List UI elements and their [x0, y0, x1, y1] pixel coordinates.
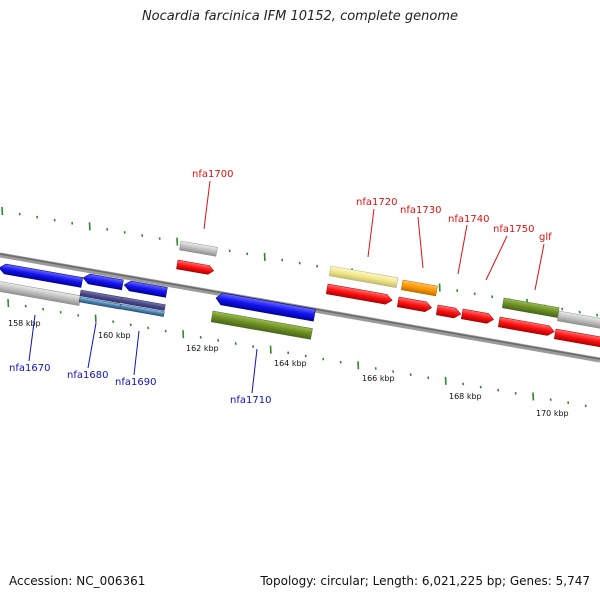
- kbp-labels: 158 kbp 160 kbp 162 kbp 164 kbp 166 kbp …: [8, 319, 569, 418]
- gene-nfa1720[interactable]: [325, 283, 393, 305]
- forward-features: [176, 240, 600, 349]
- gene-labels: nfa1700 nfa1720 nfa1730 nfa1740 nfa1750 …: [9, 169, 552, 406]
- reverse-features: [0, 263, 316, 340]
- gene-glf-green[interactable]: [501, 297, 560, 318]
- gene-nfa1710[interactable]: [215, 292, 316, 322]
- gene-nfa1680-steel[interactable]: [78, 296, 121, 310]
- gene-nfa1730[interactable]: [396, 296, 432, 313]
- gene-nfa1700-gray[interactable]: [179, 240, 218, 257]
- gene-right-gray[interactable]: [556, 310, 600, 330]
- gene-glf[interactable]: [497, 316, 555, 337]
- kbp-label: 164 kbp: [274, 359, 307, 368]
- gene-right-red[interactable]: [553, 328, 600, 349]
- leader-lines: [28, 180, 545, 394]
- lower-tick-row: [7, 298, 587, 408]
- gene-nfa1690[interactable]: [123, 280, 168, 298]
- gene-nfa1670[interactable]: [0, 263, 84, 288]
- genome-summary-text: Topology: circular; Length: 6,021,225 bp…: [260, 574, 590, 588]
- label-nfa1700[interactable]: nfa1700: [192, 169, 233, 180]
- label-nfa1690[interactable]: nfa1690: [115, 377, 156, 388]
- label-nfa1730[interactable]: nfa1730: [400, 205, 441, 216]
- label-nfa1710[interactable]: nfa1710: [230, 395, 271, 406]
- kbp-label: 170 kbp: [536, 409, 569, 418]
- gene-nfa1720-yellow[interactable]: [328, 265, 399, 288]
- label-nfa1720[interactable]: nfa1720: [356, 197, 397, 208]
- kbp-label: 158 kbp: [8, 319, 41, 328]
- kbp-label: 160 kbp: [98, 331, 131, 340]
- gene-nfa1680[interactable]: [82, 273, 124, 291]
- label-glf[interactable]: glf: [539, 232, 552, 243]
- label-nfa1670[interactable]: nfa1670: [9, 363, 50, 374]
- kbp-label: 162 kbp: [186, 344, 219, 353]
- kbp-label: 168 kbp: [449, 392, 482, 401]
- accession-text: Accession: NC_006361: [9, 574, 146, 588]
- label-nfa1750[interactable]: nfa1750: [493, 224, 534, 235]
- gene-nfa1690-steel[interactable]: [119, 303, 165, 317]
- gene-nfa1710-green[interactable]: [210, 310, 313, 340]
- gene-nfa1690-purple[interactable]: [120, 296, 166, 311]
- gene-nfa1700[interactable]: [176, 259, 215, 275]
- gene-nfa1750[interactable]: [460, 308, 495, 324]
- label-nfa1740[interactable]: nfa1740: [448, 214, 489, 225]
- map-title: Nocardia farcinica IFM 10152, complete g…: [141, 9, 459, 24]
- gene-nfa1740[interactable]: [435, 304, 462, 319]
- kbp-label: 166 kbp: [362, 374, 395, 383]
- gene-nfa1730-orange[interactable]: [400, 279, 438, 297]
- gene-nfa1680-purple[interactable]: [79, 289, 122, 304]
- label-nfa1680[interactable]: nfa1680: [67, 370, 108, 381]
